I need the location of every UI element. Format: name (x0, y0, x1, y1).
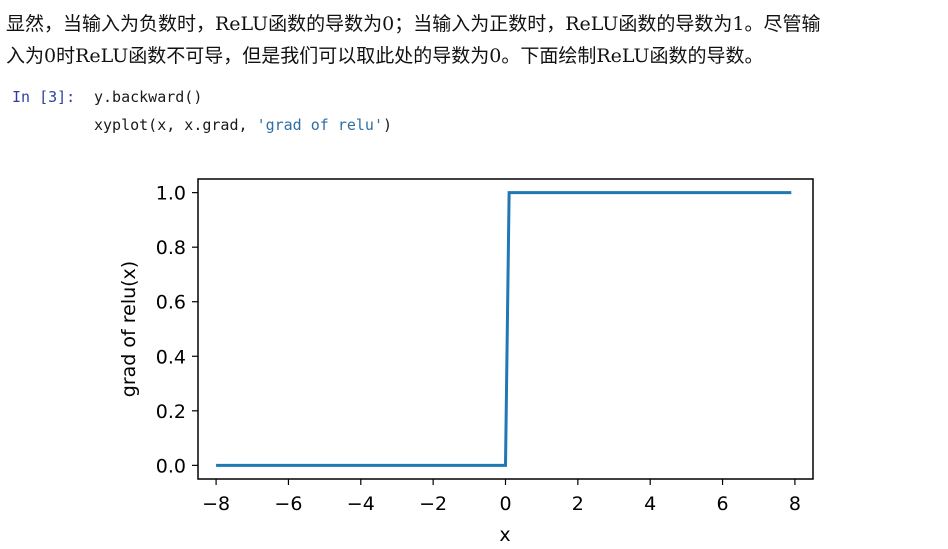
y-axis-label: grad of relu(x) (118, 261, 140, 397)
y-tick-label: 0.6 (156, 292, 186, 314)
y-tick-label: 0.4 (156, 346, 186, 368)
code-line-2-prefix: xyplot(x, x.grad, (94, 116, 257, 134)
cell-prompt: In [3]: (12, 88, 76, 106)
x-tick-label: 0 (499, 493, 511, 515)
code-cell[interactable]: In [3]: y.backward() xyplot(x, x.grad, '… (12, 88, 932, 144)
x-tick-label: −8 (202, 493, 230, 515)
y-tick-label: 0.2 (156, 401, 186, 423)
x-tick-label: −2 (419, 493, 447, 515)
paragraph-line-2: 入为0时ReLU函数不可导，但是我们可以取此处的导数为0。下面绘制ReLU函数的… (6, 45, 764, 67)
x-tick-label: 6 (717, 493, 729, 515)
code-line-2-suffix: ) (383, 116, 393, 134)
x-tick-label: −6 (274, 493, 302, 515)
x-tick-label: 8 (789, 493, 801, 515)
y-tick-label: 1.0 (156, 183, 186, 205)
x-tick-label: −4 (347, 493, 375, 515)
paragraph-line-1: 显然，当输入为负数时，ReLU函数的导数为0；当输入为正数时，ReLU函数的导数… (6, 13, 821, 35)
code-line-2[interactable]: xyplot(x, x.grad, 'grad of relu') (94, 116, 392, 134)
series-line (216, 191, 792, 467)
tick-layer: −8 −6 −4 −2 0 2 4 6 8 0.0 0.2 0.4 0.6 0.8 1.0 (156, 183, 801, 515)
x-axis-label: x (499, 524, 510, 546)
plot-layer (216, 191, 792, 467)
code-line-1[interactable]: y.backward() (94, 88, 203, 106)
markdown-paragraph: 显然，当输入为负数时，ReLU函数的导数为0；当输入为正数时，ReLU函数的导数… (6, 8, 941, 72)
code-string-literal: 'grad of relu' (256, 116, 383, 134)
x-tick-label: 2 (572, 493, 584, 515)
x-tick-label: 4 (644, 493, 656, 515)
y-tick-label: 0.8 (156, 237, 186, 259)
y-tick-label: 0.0 (156, 455, 186, 477)
